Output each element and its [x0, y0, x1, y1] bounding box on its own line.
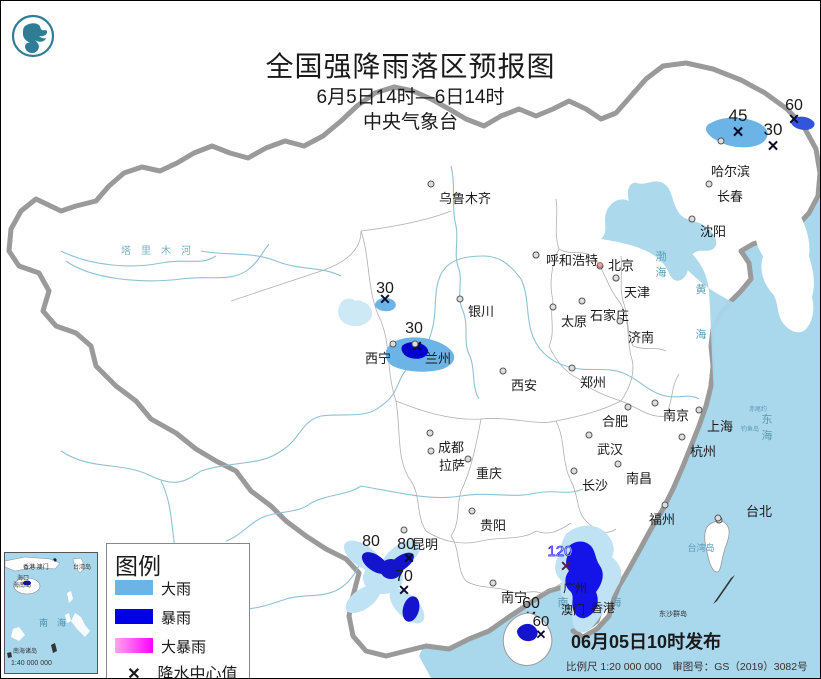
svg-text:30: 30	[405, 320, 423, 337]
svg-text:南海诸岛: 南海诸岛	[13, 647, 37, 655]
svg-text:✕: ✕	[767, 138, 780, 155]
svg-text:钓鱼岛: 钓鱼岛	[741, 425, 759, 433]
svg-text:台湾岛: 台湾岛	[73, 563, 91, 571]
svg-text:海: 海	[696, 327, 707, 341]
svg-text:东沙群岛: 东沙群岛	[659, 609, 687, 618]
svg-text:✕: ✕	[398, 582, 410, 598]
svg-text:✕: ✕	[536, 627, 547, 642]
svg-text:海南岛: 海南岛	[13, 581, 31, 589]
svg-text:黄: 黄	[696, 282, 707, 296]
svg-text:香港 澳门: 香港 澳门	[23, 563, 49, 571]
svg-text:海: 海	[762, 428, 773, 442]
svg-text:南 海: 南 海	[39, 617, 66, 628]
svg-text:✕: ✕	[560, 558, 572, 574]
svg-text:海口: 海口	[17, 574, 29, 582]
svg-text:塔 里 木 河: 塔 里 木 河	[121, 244, 191, 257]
svg-text:1:40 000 000: 1:40 000 000	[11, 660, 52, 667]
svg-text:赤尾约: 赤尾约	[749, 405, 767, 413]
svg-text:80: 80	[362, 533, 380, 550]
svg-text:海: 海	[656, 265, 667, 279]
svg-text:✕: ✕	[379, 291, 391, 307]
svg-text:东: 东	[762, 413, 773, 426]
svg-text:渤: 渤	[656, 250, 667, 263]
